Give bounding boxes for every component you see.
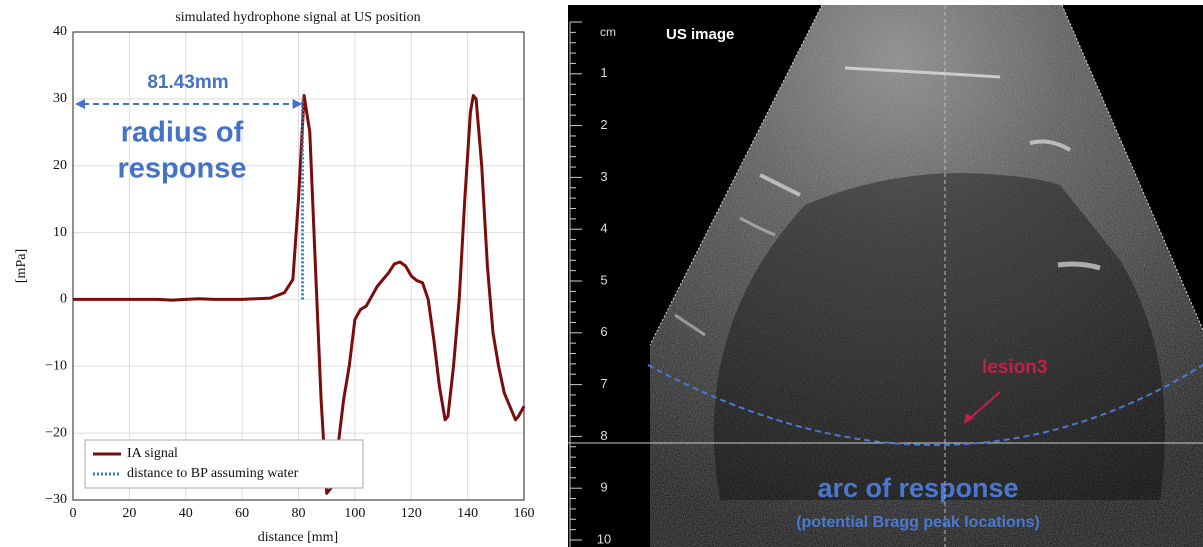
y-tick-label: −20 — [45, 425, 67, 440]
x-axis-label: distance [mm] — [258, 530, 338, 545]
x-tick-label: 140 — [457, 506, 478, 521]
arrow-head — [292, 99, 303, 109]
arc-label: arc of response — [817, 473, 1018, 503]
depth-label: 5 — [600, 272, 607, 287]
arrow-head — [75, 99, 85, 109]
legend-label: IA signal — [127, 446, 178, 461]
radius-label: radius of — [121, 117, 244, 149]
echo — [739, 216, 776, 237]
depth-label: 1 — [600, 65, 607, 80]
x-tick-label: 60 — [235, 506, 249, 521]
depth-ruler: 1 2 3 4 5 6 7 8 9 10 — [569, 21, 611, 547]
lesion-arrow — [967, 391, 1001, 421]
arrow-head — [964, 413, 974, 424]
y-tick-label: 30 — [53, 91, 67, 106]
series-line — [73, 94, 526, 495]
radius-label: response — [118, 153, 247, 185]
arc-sublabel: (potential Bragg peak locations) — [796, 514, 1040, 531]
depth-label: 2 — [600, 117, 607, 132]
arc-of-response — [647, 364, 1203, 446]
y-tick-label: 20 — [53, 158, 67, 173]
y-axis-label: [mPa] — [14, 249, 29, 283]
speckle — [650, 5, 1203, 547]
depth-label: 9 — [600, 480, 607, 495]
plot-frame — [72, 31, 525, 501]
lesion-region — [713, 173, 1165, 500]
echo — [1029, 139, 1072, 152]
sector-edge — [649, 5, 823, 346]
x-tick-label: 80 — [292, 506, 306, 521]
depth-label: 10 — [597, 531, 611, 546]
unit-label: cm — [600, 25, 616, 39]
depth-label: 6 — [600, 324, 607, 339]
echo — [1057, 261, 1101, 271]
x-tick-label: 160 — [514, 506, 535, 521]
y-tick-label: 40 — [53, 24, 67, 39]
y-tick-label: 0 — [60, 292, 67, 307]
depth-label: 8 — [600, 428, 607, 443]
depth-label: 4 — [600, 221, 607, 236]
sector-edge — [1061, 5, 1203, 331]
x-tick-label: 20 — [122, 506, 136, 521]
ultrasound-image: cm US image lesion3 arc of response (pot… — [568, 5, 1203, 547]
legend-label: distance to BP assuming water — [127, 466, 299, 481]
y-tick-label: −10 — [45, 359, 67, 374]
y-tick-label: −30 — [45, 492, 67, 507]
line-chart: simulated hydrophone signal at US positi… — [14, 10, 534, 545]
chart-title: simulated hydrophone signal at US positi… — [175, 10, 420, 25]
y-tick-label: 10 — [53, 225, 67, 240]
x-tick-label: 100 — [344, 506, 365, 521]
distance-label: 81.43mm — [147, 72, 228, 93]
depth-label: 7 — [600, 376, 607, 391]
legend-box — [84, 439, 364, 489]
x-tick-label: 0 — [70, 506, 77, 521]
x-tick-label: 120 — [401, 506, 422, 521]
x-tick-label: 40 — [179, 506, 193, 521]
depth-label: 3 — [600, 169, 607, 184]
image-title: US image — [666, 26, 734, 43]
lesion-label: lesion3 — [982, 357, 1047, 378]
echo — [674, 313, 706, 337]
echo — [844, 66, 1001, 79]
echo — [759, 173, 801, 197]
